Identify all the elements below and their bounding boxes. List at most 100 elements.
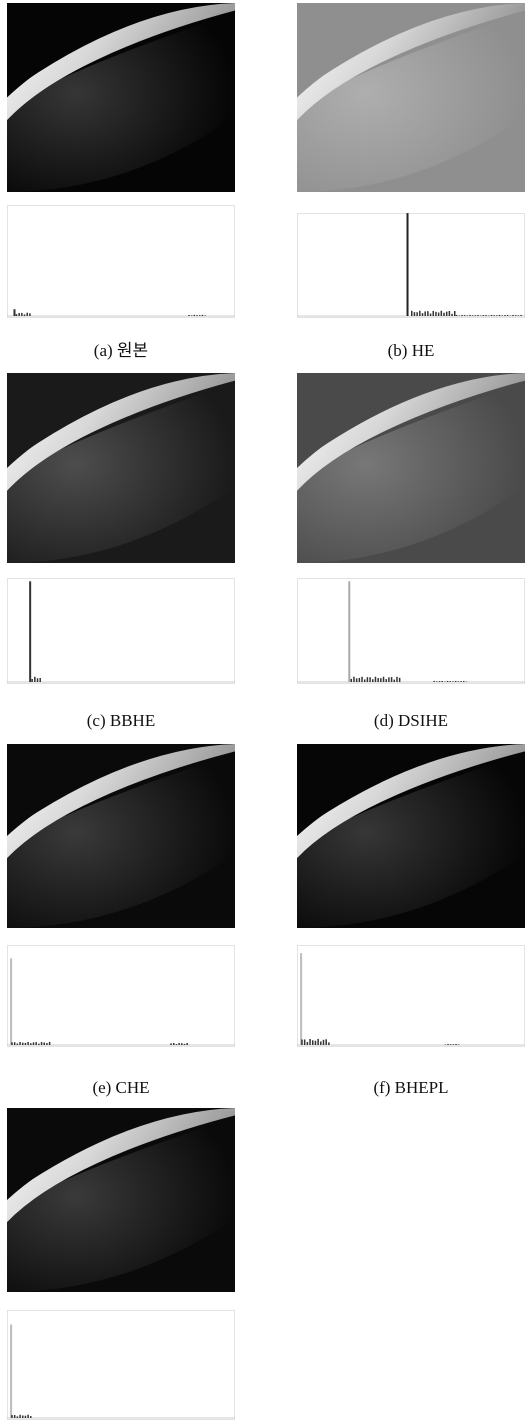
histogram-bin <box>16 314 18 316</box>
histogram-bin <box>191 315 193 316</box>
panel-caption: (a) 원본 <box>94 341 148 360</box>
figure-panel: (f) BHEPL <box>297 744 525 1097</box>
panel-histogram <box>7 206 235 318</box>
histogram-bin <box>416 312 418 316</box>
histogram-bin <box>463 681 465 682</box>
histogram-bin <box>312 1040 314 1045</box>
histogram-bin <box>441 681 443 682</box>
panel-histogram <box>7 946 235 1047</box>
histogram-bin <box>391 677 393 682</box>
histogram-bin <box>14 1415 16 1418</box>
page: (a) 원본 (b) HE (c) BBHE (d) DSIHE (e) CHE (f) … <box>0 0 525 1422</box>
panel-image <box>7 1108 235 1292</box>
histogram-bin <box>520 315 522 316</box>
histogram-bin <box>11 1415 13 1418</box>
histogram-spike <box>300 953 302 1045</box>
figure-panel: (c) BBHE <box>7 373 235 730</box>
histogram-bin <box>450 1044 452 1045</box>
panel-caption: (e) CHE <box>92 1078 149 1097</box>
histogram-bin <box>518 315 520 316</box>
histogram-bin <box>33 1042 35 1045</box>
histogram-bin <box>194 315 196 316</box>
histogram-bin <box>170 1043 172 1045</box>
histogram-bin <box>11 1042 13 1045</box>
histogram-bin <box>22 1043 24 1045</box>
histogram-bin <box>491 315 493 316</box>
histogram-bin <box>458 1044 460 1045</box>
histogram-bin <box>38 1044 40 1045</box>
histogram-frame <box>8 579 235 684</box>
panel-histogram <box>7 579 235 684</box>
figure-panel: (b) HE <box>297 3 525 360</box>
histogram-bin <box>19 1042 21 1045</box>
histogram-bin <box>27 1415 29 1418</box>
histogram-bin <box>433 311 435 316</box>
panel-image <box>297 744 525 928</box>
histogram-bin <box>460 681 462 682</box>
histogram-bin <box>351 679 353 682</box>
histogram-bin <box>24 314 26 316</box>
histogram-bin <box>31 679 33 682</box>
histogram-bin <box>356 678 358 682</box>
histogram-bin <box>488 315 490 316</box>
histogram-bin <box>19 1415 21 1418</box>
histogram-bin <box>443 313 445 316</box>
histogram-bin <box>469 315 471 316</box>
histogram-bin <box>186 1043 188 1045</box>
histogram-bin <box>364 679 366 682</box>
histogram-bin <box>436 681 438 682</box>
histogram-bin <box>309 1039 311 1045</box>
histogram-bin <box>467 315 469 316</box>
figure: (a) 원본 (b) HE (c) BBHE (d) DSIHE (e) CHE (f) … <box>0 0 525 1422</box>
panel-histogram <box>297 213 525 317</box>
histogram-bin <box>29 313 31 316</box>
panel-caption: (f) BHEPL <box>373 1078 448 1097</box>
panel-histogram <box>297 946 525 1047</box>
histogram-bin <box>472 315 474 316</box>
histogram-bin <box>25 1416 27 1418</box>
histogram-bin <box>315 1041 317 1045</box>
histogram-frame <box>298 946 525 1047</box>
histogram-spike <box>10 1325 12 1419</box>
histogram-bin <box>450 681 452 682</box>
histogram-bin <box>372 679 374 682</box>
histogram-bin <box>361 677 363 682</box>
histogram-bin <box>25 1043 27 1045</box>
histogram-bin <box>173 1043 175 1045</box>
histogram-bin <box>449 311 451 316</box>
histogram-bin <box>30 1416 32 1418</box>
histogram-bin <box>304 1039 306 1045</box>
histogram-bin <box>441 311 443 316</box>
histogram-bin <box>301 1040 303 1045</box>
histogram-bin <box>496 315 498 316</box>
histogram-bin <box>22 1415 24 1418</box>
histogram-bin <box>411 311 413 316</box>
panel-image <box>7 744 235 928</box>
histogram-frame <box>298 579 525 684</box>
histogram-bin <box>30 1043 32 1045</box>
histogram-bin <box>515 315 517 316</box>
histogram-bin <box>499 315 501 316</box>
histogram-bin <box>320 1041 322 1045</box>
histogram-bin <box>37 678 39 682</box>
histogram-bin <box>380 678 382 682</box>
panel-caption: (d) DSIHE <box>374 711 448 730</box>
histogram-bin <box>424 311 426 316</box>
histogram-bin <box>446 312 448 316</box>
histogram-bin <box>307 1042 309 1045</box>
histogram-bin <box>414 312 416 316</box>
panel-image <box>297 3 525 192</box>
histogram-bin <box>422 313 424 316</box>
histogram-frame <box>8 1311 235 1420</box>
histogram-bin <box>430 314 432 316</box>
histogram-bin <box>196 315 198 316</box>
histogram-bin <box>480 315 482 316</box>
histogram-bin <box>46 1043 48 1045</box>
histogram-bin <box>34 677 36 682</box>
histogram-bin <box>454 311 456 316</box>
histogram-bin <box>475 315 477 316</box>
histogram-spike <box>10 958 12 1045</box>
histogram-bin <box>427 311 429 316</box>
histogram-bin <box>35 1042 37 1045</box>
histogram-bin <box>456 315 458 316</box>
